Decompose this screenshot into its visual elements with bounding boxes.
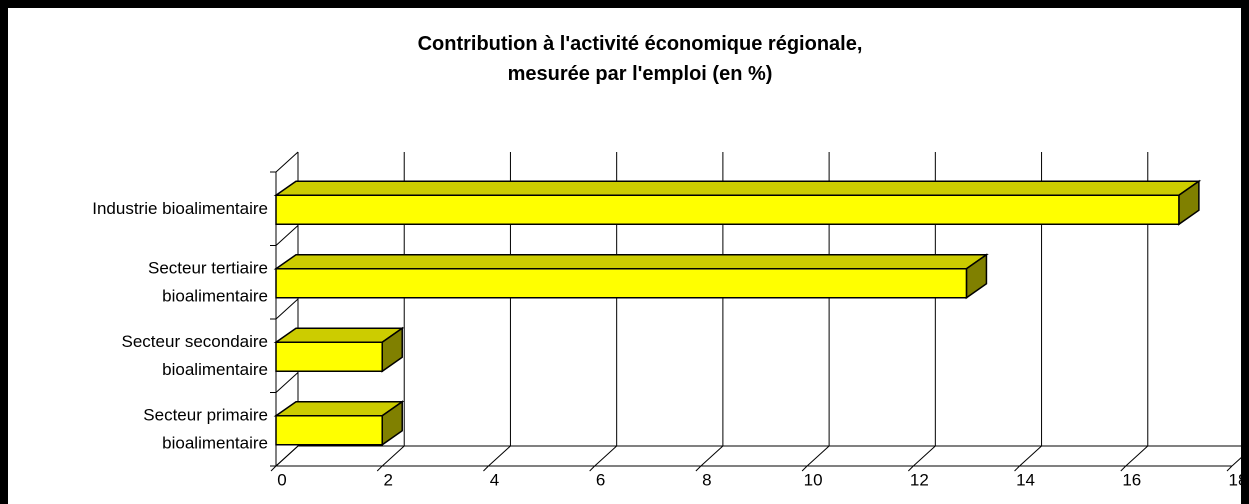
tick-mark: [801, 465, 808, 472]
floor-diagonal: [1125, 445, 1149, 467]
y-tick-label: Secteur tertiaire bioalimentaire: [148, 259, 268, 306]
bar-face: [275, 415, 383, 446]
bar-face: [273, 180, 1202, 196]
floor-diagonal: [912, 445, 936, 467]
wall-diagonal: [275, 225, 299, 246]
y-tick-label: Secteur secondaire bioalimentaire: [122, 332, 268, 379]
floor-diagonal: [1019, 445, 1042, 467]
tick-mark: [270, 465, 277, 472]
tick-mark: [1226, 465, 1233, 472]
x-tick-label: 6: [596, 470, 605, 489]
tick-mark: [483, 465, 489, 472]
bar-face: [275, 268, 968, 299]
floor-diagonal: [488, 445, 511, 467]
tick-mark: [376, 465, 383, 472]
bar-face: [273, 327, 405, 343]
x-tick-label: 18: [1229, 470, 1248, 489]
bar-face: [273, 254, 989, 270]
x-tick-label: 4: [490, 470, 499, 489]
floor-diagonal: [806, 445, 830, 467]
tick-mark: [695, 465, 702, 472]
x-tick-label: 8: [702, 470, 711, 489]
wall-diagonal: [275, 372, 299, 393]
x-tick-label: 12: [910, 470, 929, 489]
x-tick-label: 2: [383, 470, 392, 489]
tick-mark: [1120, 465, 1127, 472]
floor-diagonal: [381, 445, 405, 467]
bar-face: [275, 341, 383, 372]
floor-diagonal: [1231, 449, 1249, 467]
bar-face: [273, 401, 405, 417]
y-tick-label: Secteur primaire bioalimentaire: [143, 406, 268, 453]
floor-diagonal: [700, 445, 724, 467]
x-tick-label: 0: [277, 470, 286, 489]
floor-diagonal: [594, 445, 618, 467]
tick-mark: [907, 465, 914, 472]
tick-mark: [589, 465, 596, 472]
bar: [273, 400, 405, 447]
x-tick-label: 14: [1016, 470, 1035, 489]
bar: [273, 253, 989, 300]
x-tick-label: 16: [1122, 470, 1141, 489]
chart-title: Contribution à l'activité économique rég…: [418, 33, 863, 85]
wall-diagonal: [275, 298, 299, 320]
tick-mark: [1014, 465, 1020, 472]
x-tick-label: 10: [804, 470, 823, 489]
bar: [273, 179, 1202, 226]
bar-face: [275, 194, 1180, 225]
floor-diagonal: [275, 445, 299, 467]
wall-diagonal: [275, 151, 299, 173]
bar: [273, 326, 405, 373]
y-tick-label: Industrie bioalimentaire: [92, 199, 268, 218]
